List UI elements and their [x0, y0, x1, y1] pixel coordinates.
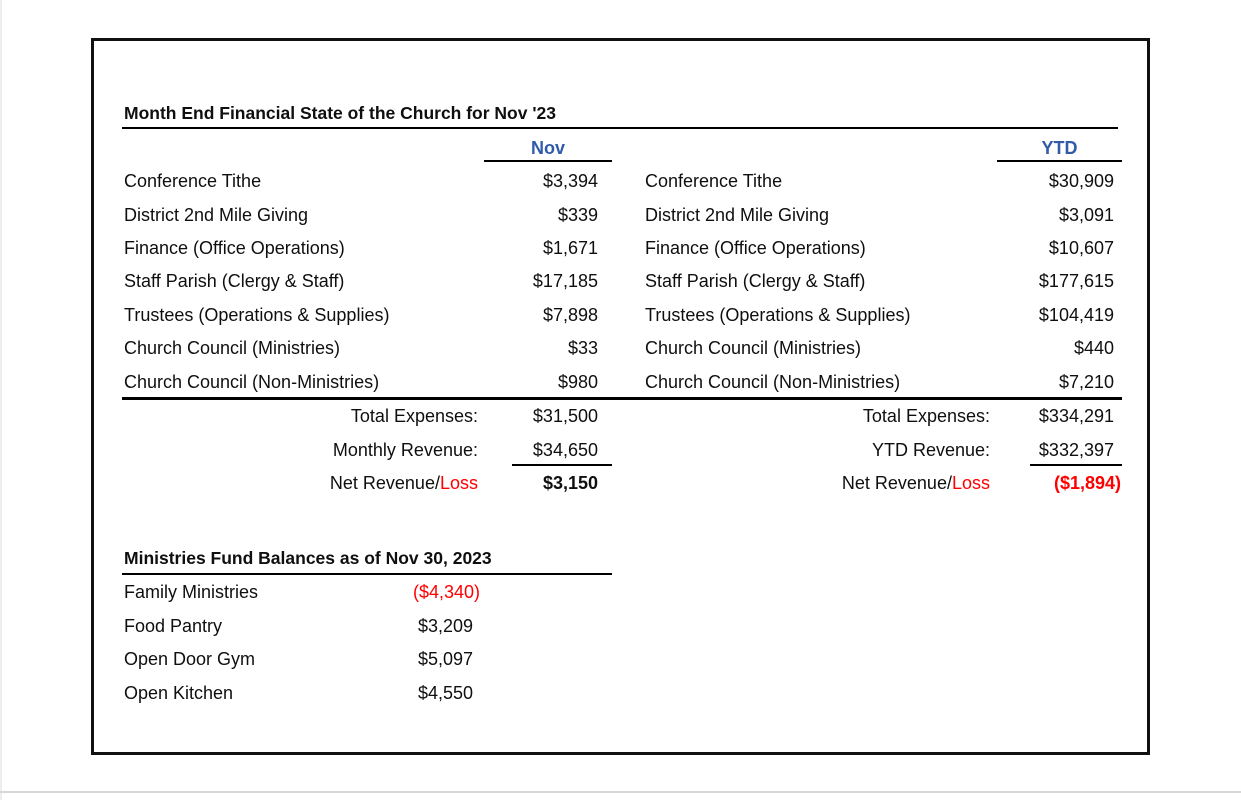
- expense-row-label: Church Council (Ministries): [645, 338, 862, 359]
- expense-row-value: $104,419: [1038, 304, 1114, 325]
- totals-table: Total Expenses: $31,500 Total Expenses: …: [122, 400, 1121, 500]
- bottom-divider-line: [0, 791, 1241, 793]
- expense-row-label: Trustees (Operations & Supplies): [124, 304, 390, 325]
- expense-row-value: $1,671: [542, 237, 598, 258]
- expense-row-label: District 2nd Mile Giving: [645, 204, 830, 225]
- expense-row-label: Staff Parish (Clergy & Staff): [645, 271, 866, 292]
- expense-row-label: Finance (Office Operations): [124, 237, 345, 258]
- ytd-column-header: YTD: [997, 137, 1122, 162]
- ministry-row-value: ($4,340): [412, 582, 480, 603]
- expense-row-value: $339: [557, 204, 598, 225]
- total-expenses-label: Total Expenses:: [862, 406, 990, 427]
- expense-row-value: $7,898: [542, 304, 598, 325]
- expense-row-label: Church Council (Ministries): [124, 338, 341, 359]
- ministries-table: Family Ministries ($4,340) Food Pantry $…: [122, 576, 482, 710]
- net-revenue-text: Net Revenue/: [329, 472, 440, 493]
- net-revenue-loss-label: Net Revenue/Loss: [645, 473, 996, 494]
- expense-row-value: $3,394: [542, 171, 598, 192]
- ministry-row-label: Family Ministries: [124, 582, 259, 603]
- expense-row-value: $33: [567, 338, 598, 359]
- screen-left-edge: [0, 0, 2, 800]
- ytd-revenue-label: YTD Revenue:: [871, 439, 990, 460]
- monthly-revenue-value: $34,650: [532, 439, 598, 460]
- ministry-row-label: Open Door Gym: [124, 649, 256, 670]
- net-revenue-loss-label: Net Revenue/Loss: [122, 473, 478, 494]
- net-revenue-text: Net Revenue/: [841, 472, 952, 493]
- ministry-row-label: Open Kitchen: [124, 683, 234, 704]
- report-title: Month End Financial State of the Church …: [122, 101, 1118, 129]
- expense-row-value: $30,909: [1048, 171, 1114, 192]
- revenue-underline-left: [512, 464, 612, 466]
- nov-column-header: Nov: [484, 137, 612, 162]
- total-expenses-value: $334,291: [1038, 406, 1114, 427]
- expense-row-label: Conference Tithe: [645, 171, 783, 192]
- expense-row-value: $10,607: [1048, 237, 1114, 258]
- ministry-row-value: $4,550: [417, 683, 473, 704]
- expense-row-value: $7,210: [1058, 371, 1114, 392]
- ministry-row-value: $5,097: [417, 649, 473, 670]
- expense-row-label: Church Council (Non-Ministries): [645, 371, 901, 392]
- ministry-row-value: $3,209: [417, 615, 473, 636]
- totals-divider-line: [122, 397, 1122, 400]
- expense-row-label: Trustees (Operations & Supplies): [645, 304, 911, 325]
- expense-row-label: Staff Parish (Clergy & Staff): [124, 271, 345, 292]
- ministries-title: Ministries Fund Balances as of Nov 30, 2…: [122, 547, 612, 575]
- expense-row-value: $3,091: [1058, 204, 1114, 225]
- expense-table: Conference Tithe $3,394 Conference Tithe…: [122, 165, 1120, 399]
- expense-row-label: Finance (Office Operations): [645, 237, 866, 258]
- expense-row-label: Church Council (Non-Ministries): [124, 371, 380, 392]
- expense-row-value: $980: [557, 371, 598, 392]
- ministry-row-label: Food Pantry: [124, 615, 223, 636]
- expense-row-value: $177,615: [1038, 271, 1114, 292]
- expense-row-label: Conference Tithe: [124, 171, 262, 192]
- net-revenue-value: $3,150: [542, 472, 598, 493]
- total-expenses-value: $31,500: [532, 406, 598, 427]
- ytd-revenue-value: $332,397: [1038, 439, 1114, 460]
- report-page: Month End Financial State of the Church …: [91, 38, 1150, 755]
- expense-row-value: $17,185: [532, 271, 598, 292]
- loss-text: Loss: [951, 472, 990, 493]
- revenue-underline-right: [1030, 464, 1122, 466]
- expense-row-value: $440: [1073, 338, 1114, 359]
- total-expenses-label: Total Expenses:: [350, 406, 478, 427]
- loss-text: Loss: [439, 472, 478, 493]
- monthly-revenue-label: Monthly Revenue:: [332, 439, 478, 460]
- net-revenue-value: ($1,894): [1053, 472, 1121, 493]
- expense-row-label: District 2nd Mile Giving: [124, 204, 309, 225]
